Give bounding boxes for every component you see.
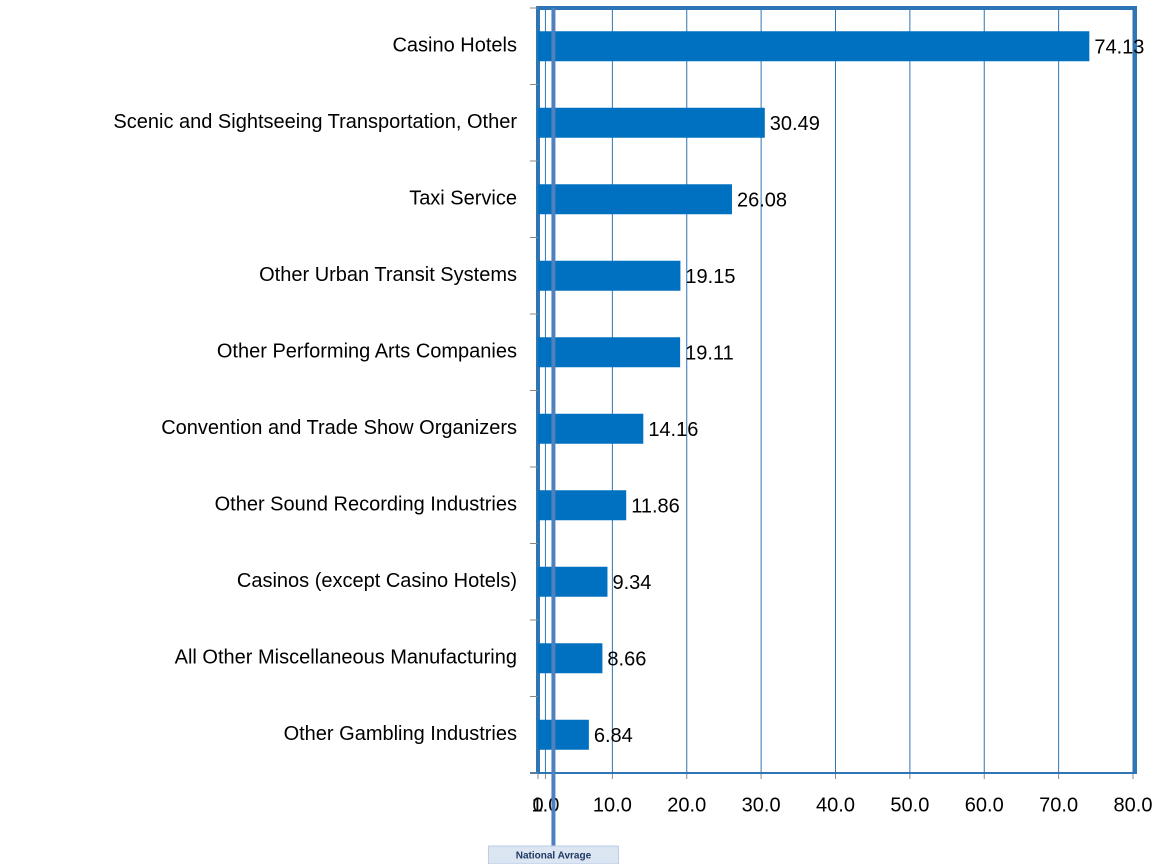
x-tick-label: 0 bbox=[532, 794, 543, 816]
x-tick-label: 30.0 bbox=[742, 794, 781, 816]
value-label: 6.84 bbox=[594, 725, 633, 747]
bar bbox=[538, 107, 765, 138]
bar bbox=[538, 184, 732, 215]
value-label: 26.08 bbox=[737, 190, 787, 212]
value-label: 30.49 bbox=[770, 113, 820, 135]
category-label: Other Gambling Industries bbox=[284, 723, 517, 745]
value-label: 9.34 bbox=[612, 572, 651, 594]
bar bbox=[538, 643, 603, 674]
reference-label: National Avrage bbox=[516, 851, 592, 862]
value-label: 74.13 bbox=[1094, 37, 1144, 59]
reference-label-box bbox=[487, 845, 619, 864]
category-label: Taxi Service bbox=[409, 188, 517, 210]
bar bbox=[538, 413, 644, 444]
category-label: All Other Miscellaneous Manufacturing bbox=[175, 647, 517, 669]
value-label: 11.86 bbox=[631, 496, 680, 518]
x-tick-label: 10.0 bbox=[593, 794, 632, 816]
bar bbox=[538, 719, 589, 750]
bar bbox=[538, 566, 608, 597]
value-label: 8.66 bbox=[607, 649, 646, 671]
x-tick-label: 40.0 bbox=[816, 794, 855, 816]
x-tick-label: 70.0 bbox=[1039, 794, 1078, 816]
category-label: Other Urban Transit Systems bbox=[259, 264, 517, 286]
bar bbox=[538, 490, 627, 521]
x-tick-label: 80.0 bbox=[1114, 794, 1153, 816]
x-tick-label: 20.0 bbox=[667, 794, 706, 816]
bar bbox=[538, 260, 681, 291]
category-label: Other Performing Arts Companies bbox=[217, 341, 517, 363]
value-label: 19.15 bbox=[685, 266, 735, 288]
category-label: Convention and Trade Show Organizers bbox=[161, 417, 517, 439]
category-label: Casino Hotels bbox=[392, 35, 517, 57]
bar bbox=[538, 31, 1090, 62]
value-label: 19.11 bbox=[685, 343, 734, 365]
category-label: Other Sound Recording Industries bbox=[215, 494, 517, 516]
category-label: Scenic and Sightseeing Transportation, O… bbox=[113, 111, 517, 133]
bar bbox=[538, 337, 681, 368]
x-tick-label: 60.0 bbox=[965, 794, 1004, 816]
category-label: Casinos (except Casino Hotels) bbox=[237, 570, 517, 592]
x-tick-label: 50.0 bbox=[890, 794, 929, 816]
value-label: 14.16 bbox=[648, 419, 698, 441]
